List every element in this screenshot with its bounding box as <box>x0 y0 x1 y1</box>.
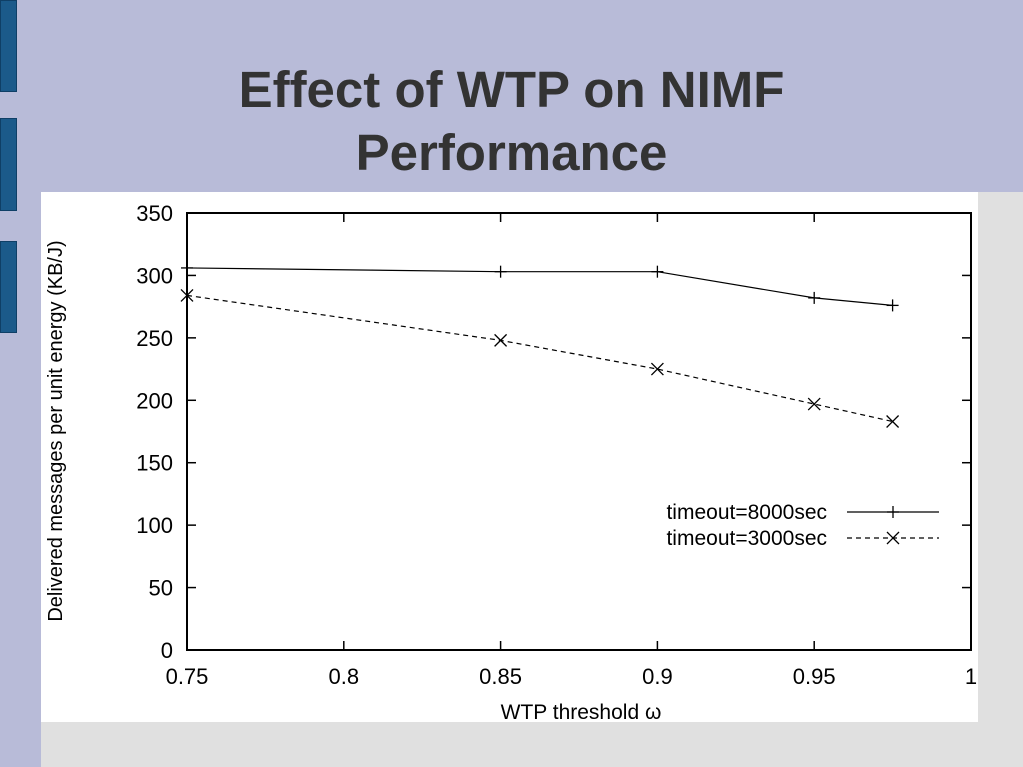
series-2-line <box>186 294 893 423</box>
plot-frame <box>186 212 972 651</box>
data-point-b <box>180 288 194 302</box>
series-layer <box>180 261 900 428</box>
x-tick-label: 0.95 <box>793 664 836 689</box>
legend: timeout=8000sec timeout=3000sec <box>666 501 939 550</box>
y-tick-label: 150 <box>136 451 173 476</box>
x-tick-label: 1 <box>965 664 977 689</box>
x-tick-label: 0.9 <box>642 664 673 689</box>
y-tick-label: 0 <box>161 638 173 663</box>
axes-layer: 0.75 0.8 0.85 0.9 0.95 1 0 50 100 150 200 250 300 350 <box>136 201 977 689</box>
decorative-bar-middle <box>0 118 17 211</box>
data-point-b <box>886 415 900 428</box>
slide-title: Effect of WTP on NIMF Performance <box>0 58 1023 184</box>
x-tick-label: 0.8 <box>329 664 360 689</box>
y-tick-label: 50 <box>149 576 173 601</box>
decorative-bar-top <box>0 0 17 92</box>
data-point-b <box>494 333 508 347</box>
x-tick-label: 0.75 <box>166 664 209 689</box>
y-tick-label: 200 <box>136 388 173 413</box>
y-tick-label: 250 <box>136 326 173 351</box>
chart-panel: 0.75 0.8 0.85 0.9 0.95 1 0 50 100 150 200 250 300 350… <box>41 192 978 724</box>
y-tick-label: 100 <box>136 513 173 538</box>
x-axis-label: WTP threshold ω <box>501 701 662 722</box>
data-point-b <box>807 397 821 411</box>
decorative-bar-bottom <box>0 241 17 333</box>
legend-label: timeout=3000sec <box>666 527 827 550</box>
y-tick-label: 300 <box>136 263 173 288</box>
x-tick-label: 0.85 <box>479 664 522 689</box>
y-axis-label: Delivered messages per unit energy (KB/J… <box>45 240 67 621</box>
series-1-line <box>186 267 893 306</box>
legend-label: timeout=8000sec <box>666 501 827 524</box>
slide-title-line-2: Performance <box>355 124 668 181</box>
data-point-b <box>650 362 664 376</box>
slide-title-line-1: Effect of WTP on NIMF <box>238 61 785 118</box>
series-2 <box>180 288 900 428</box>
legend-swatch-marker-b <box>886 531 900 545</box>
line-chart: 0.75 0.8 0.85 0.9 0.95 1 0 50 100 150 200 250 300 350… <box>45 201 977 724</box>
series-1 <box>181 261 899 312</box>
y-tick-label: 350 <box>136 201 173 226</box>
